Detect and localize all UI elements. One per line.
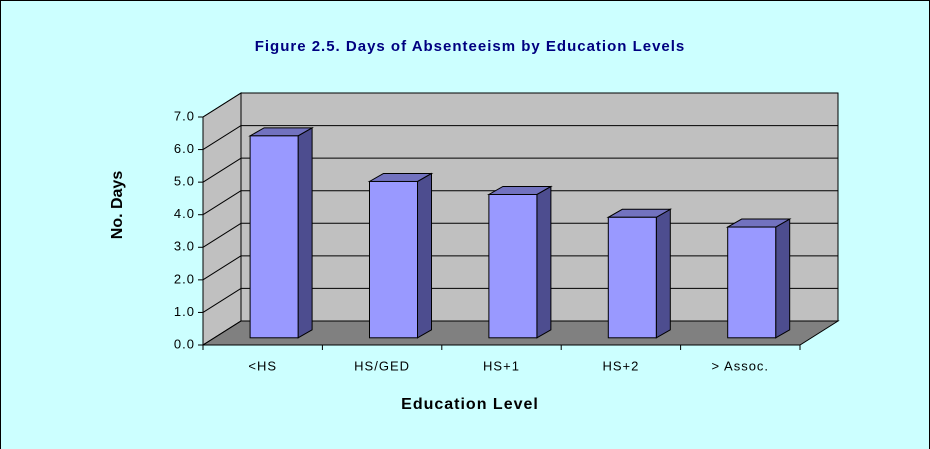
y-tick-label: 6.0: [174, 141, 195, 156]
x-tick-label: <HS: [248, 358, 277, 373]
bar-side: [536, 185, 552, 339]
bar: [487, 185, 553, 339]
bar: [248, 126, 314, 339]
grid-line: [202, 288, 242, 313]
y-axis-title: No. Days: [109, 171, 126, 240]
bar-side: [417, 172, 432, 339]
bar-side: [655, 208, 671, 339]
y-tick-label: 0.0: [174, 336, 195, 351]
bar: [606, 208, 673, 339]
grid-line: [202, 255, 242, 281]
bar-front: [488, 193, 538, 339]
grid-line: [202, 92, 242, 118]
side-wall: [202, 92, 242, 346]
y-tick-label: 5.0: [174, 174, 195, 189]
bar-front: [249, 135, 299, 339]
x-tick-label: HS+2: [602, 358, 639, 373]
bar: [367, 172, 434, 339]
bar-front: [369, 180, 418, 339]
bar-front: [727, 226, 777, 339]
y-tick-label: 3.0: [174, 239, 195, 254]
y-tick-label: 1.0: [174, 304, 195, 319]
grid-line: [202, 157, 242, 183]
grid-line: [202, 125, 242, 150]
grid-line: [202, 190, 242, 216]
grid-line: [202, 320, 242, 346]
x-tick-label: > Assoc.: [712, 358, 770, 373]
y-tick-label: 2.0: [174, 271, 195, 286]
bar-side: [297, 126, 313, 339]
x-axis-title: Education Level: [401, 396, 539, 413]
grid-line: [202, 222, 242, 248]
x-tick-label: HS+1: [483, 358, 520, 373]
y-tick-label: 4.0: [174, 206, 195, 221]
chart-title: Figure 2.5. Days of Absenteeism by Educa…: [255, 38, 686, 55]
y-tick-label: 7.0: [174, 108, 195, 123]
bar: [725, 218, 792, 339]
bar-front: [607, 216, 657, 339]
bar-side: [775, 218, 791, 339]
x-tick-label: HS/GED: [354, 358, 410, 373]
